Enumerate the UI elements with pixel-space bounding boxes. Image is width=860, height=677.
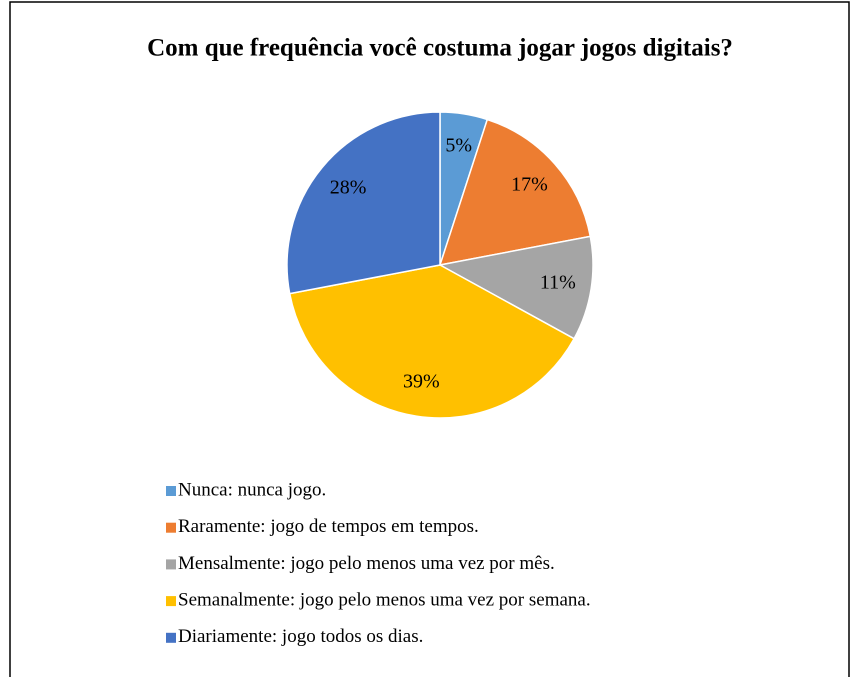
- pie-slice: [286, 111, 441, 295]
- data-label: 11%: [540, 271, 576, 293]
- chart-title: Com que frequência você costuma jogar jo…: [147, 35, 733, 62]
- legend-label: Diariamente: jogo todos os dias.: [178, 626, 423, 647]
- data-label: 39%: [403, 370, 440, 392]
- legend-label: Semanalmente: jogo pelo menos uma vez po…: [178, 589, 591, 610]
- data-label: 5%: [445, 135, 472, 157]
- pie-slice: [288, 264, 576, 419]
- legend-swatch: [166, 522, 176, 533]
- legend-swatch: [166, 596, 176, 607]
- legend-swatch: [166, 632, 176, 643]
- data-label: 17%: [511, 174, 548, 196]
- legend-label: Nunca: nunca jogo.: [178, 479, 326, 500]
- legend-label: Raramente: jogo de tempos em tempos.: [178, 516, 479, 537]
- legend-swatch: [166, 486, 176, 496]
- pie-slice: [438, 118, 592, 266]
- data-label: 28%: [330, 177, 367, 199]
- pie-slice: [437, 235, 594, 340]
- legend-swatch: [166, 559, 176, 570]
- legend-label: Mensalmente: jogo pelo menos uma vez por…: [178, 553, 555, 574]
